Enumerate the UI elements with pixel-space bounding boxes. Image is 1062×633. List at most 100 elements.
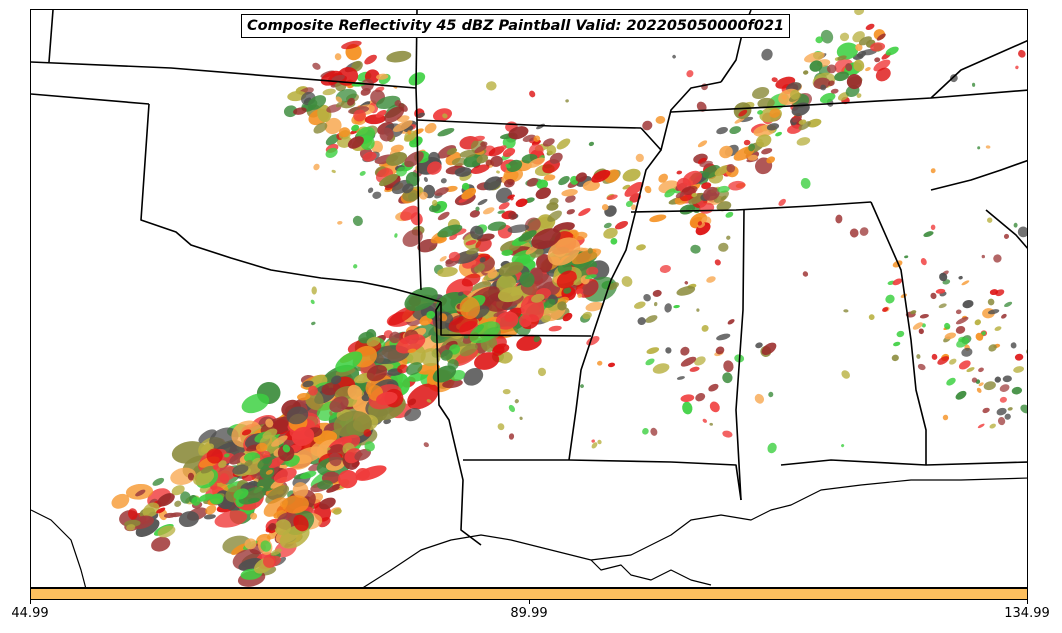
reflectivity-blob <box>362 151 377 162</box>
reflectivity-blob <box>483 176 502 191</box>
reflectivity-blob <box>505 163 511 169</box>
reflectivity-blob <box>205 504 217 515</box>
reflectivity-blob <box>366 364 388 382</box>
reflectivity-blob <box>857 50 867 58</box>
reflectivity-blob <box>561 189 578 197</box>
reflectivity-blob <box>331 74 345 82</box>
reflectivity-blob <box>754 393 765 404</box>
reflectivity-blob <box>209 427 239 450</box>
reflectivity-blob <box>757 97 775 109</box>
reflectivity-blob <box>971 82 976 87</box>
reflectivity-blob <box>400 205 419 221</box>
reflectivity-blob <box>958 275 963 280</box>
reflectivity-blob <box>260 540 272 552</box>
reflectivity-blob <box>198 429 217 444</box>
reflectivity-blob <box>325 147 338 158</box>
reflectivity-blob <box>996 407 1007 416</box>
reflectivity-blob <box>244 459 253 467</box>
reflectivity-blob <box>497 210 505 214</box>
reflectivity-blob <box>955 309 962 315</box>
reflectivity-blob <box>719 145 733 159</box>
reflectivity-blob <box>335 100 345 108</box>
reflectivity-blob <box>402 183 414 194</box>
reflectivity-blob <box>843 309 849 313</box>
reflectivity-blob <box>531 293 545 303</box>
reflectivity-blob <box>543 174 556 181</box>
reflectivity-blob <box>961 280 970 286</box>
reflectivity-blob <box>486 81 497 91</box>
reflectivity-blob <box>892 278 903 286</box>
reflectivity-blob <box>709 401 720 413</box>
reflectivity-blob <box>423 442 429 448</box>
reflectivity-blob <box>203 514 216 520</box>
reflectivity-blob <box>533 135 541 142</box>
border-ms-tn <box>630 201 872 213</box>
reflectivity-blob <box>352 215 363 226</box>
reflectivity-blob <box>937 356 950 365</box>
reflectivity-blob <box>324 117 342 135</box>
reflectivity-blob <box>404 407 422 422</box>
reflectivity-blob <box>337 220 343 225</box>
reflectivity-blob <box>457 291 464 296</box>
reflectivity-blob <box>331 169 336 173</box>
border-al-fl <box>780 459 1027 466</box>
reflectivity-blob <box>319 497 336 510</box>
reflectivity-blob <box>752 87 770 99</box>
reflectivity-blob <box>420 348 441 367</box>
reflectivity-blob <box>701 182 712 190</box>
map-panel[interactable] <box>30 9 1028 588</box>
reflectivity-blob <box>535 187 551 200</box>
reflectivity-blob <box>333 410 372 439</box>
reflectivity-blob <box>510 196 514 201</box>
reflectivity-blob <box>868 314 875 321</box>
reflectivity-blob <box>684 281 689 285</box>
reflectivity-blob <box>466 247 480 255</box>
reflectivity-blob <box>716 201 732 212</box>
reflectivity-blob <box>536 179 549 190</box>
reflectivity-blob <box>997 417 1006 426</box>
reflectivity-blob <box>582 311 592 320</box>
reflectivity-blob <box>720 195 727 201</box>
reflectivity-blob <box>282 444 291 453</box>
reflectivity-blob <box>826 64 837 74</box>
reflectivity-blob <box>896 330 905 338</box>
reflectivity-blob <box>135 489 146 497</box>
reflectivity-blob <box>497 423 505 431</box>
reflectivity-blob <box>459 149 477 158</box>
map-canvas[interactable] <box>31 10 1028 588</box>
reflectivity-blob <box>767 442 777 454</box>
reflectivity-blob <box>875 67 891 82</box>
reflectivity-blob <box>993 254 1002 263</box>
reflectivity-blob <box>701 83 708 91</box>
reflectivity-blob <box>942 414 949 421</box>
reflectivity-blob <box>379 173 398 187</box>
reflectivity-blob <box>682 401 693 415</box>
reflectivity-blob <box>231 543 249 556</box>
reflectivity-blob <box>297 392 311 401</box>
reflectivity-blob <box>743 139 751 146</box>
reflectivity-blob <box>837 92 849 101</box>
reflectivity-blob <box>649 214 667 223</box>
reflectivity-blob <box>268 523 277 531</box>
reflectivity-blob <box>999 396 1007 403</box>
reflectivity-blob <box>292 446 324 464</box>
reflectivity-blob <box>428 203 441 213</box>
reflectivity-blob <box>508 211 517 220</box>
reflectivity-blob <box>761 48 773 61</box>
reflectivity-blob <box>580 384 584 388</box>
reflectivity-blob <box>326 447 331 451</box>
reflectivity-blob <box>364 54 377 65</box>
reflectivity-blob <box>950 74 958 83</box>
reflectivity-blob <box>815 36 823 44</box>
reflectivity-blob <box>312 62 321 70</box>
reflectivity-blob <box>792 114 802 123</box>
reflectivity-blob <box>701 325 709 332</box>
reflectivity-blob <box>477 198 488 206</box>
border-ga-sc <box>985 209 1027 249</box>
reflectivity-blob <box>531 139 541 146</box>
reflectivity-blob <box>1007 407 1013 411</box>
reflectivity-blob <box>193 469 215 486</box>
reflectivity-blob <box>233 488 249 500</box>
reflectivity-blob <box>655 115 666 124</box>
reflectivity-blob <box>722 430 733 438</box>
